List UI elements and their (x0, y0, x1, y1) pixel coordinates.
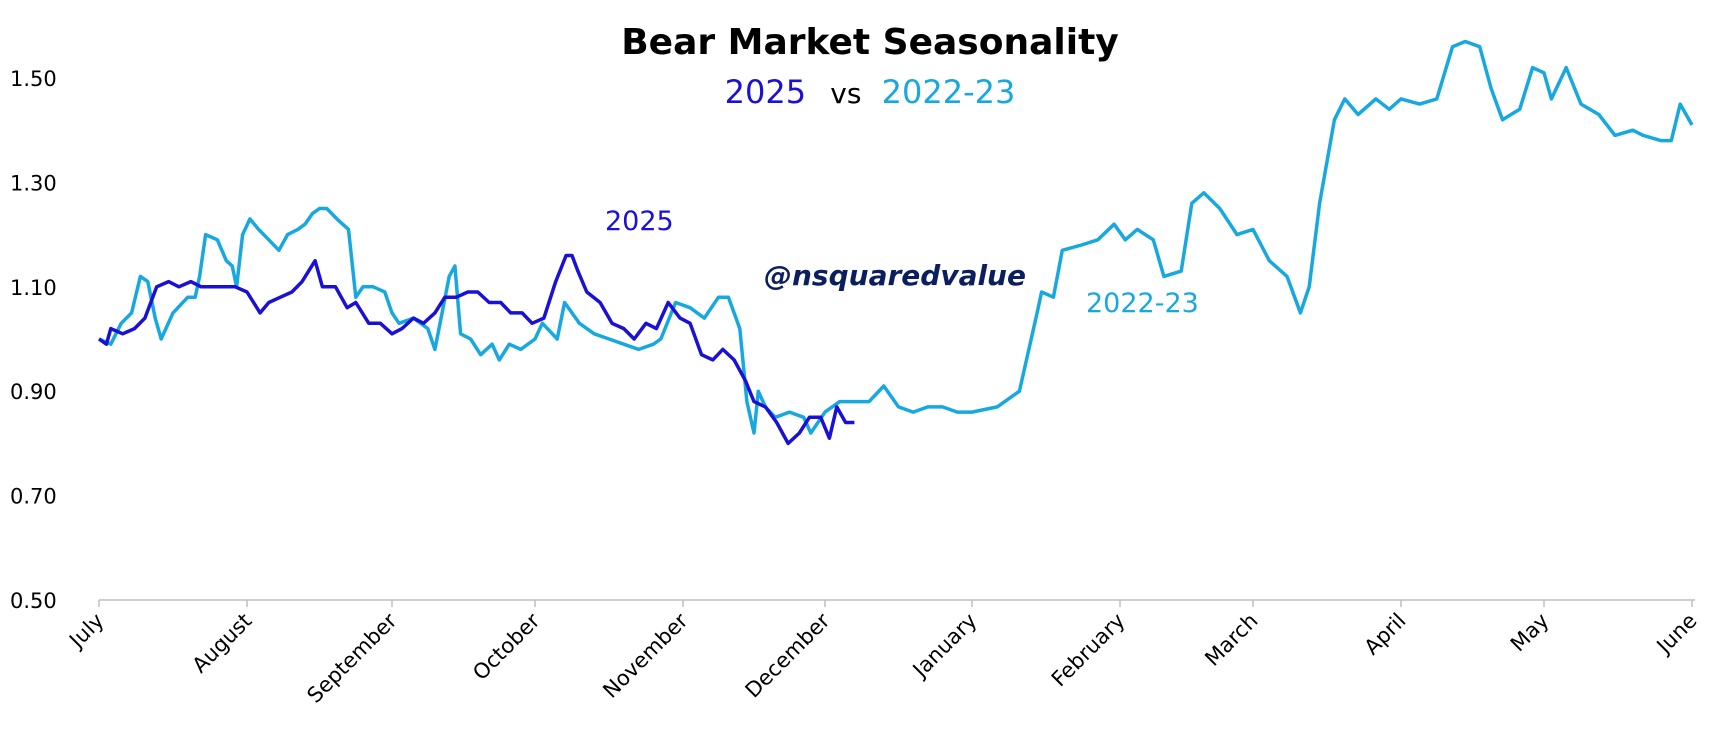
x-tick-label: June (1651, 609, 1702, 660)
x-tick-label: August (188, 609, 257, 678)
subtitle-vs: vs (830, 77, 861, 110)
x-tick-label: May (1506, 609, 1554, 657)
y-tick-label: 0.50 (10, 589, 57, 613)
chart-title: Bear Market Seasonality (621, 22, 1119, 63)
watermark: @nsquaredvalue (764, 259, 1026, 292)
x-tick-label: February (1047, 609, 1130, 692)
series-lines (97, 39, 1694, 446)
y-tick-label: 1.30 (10, 171, 57, 195)
annotation-2025: 2025 (605, 206, 674, 237)
x-tick-label: April (1360, 609, 1411, 660)
chart-subtitle: 2025 vs 2022-23 (725, 73, 1016, 111)
y-tick-label: 1.50 (10, 67, 57, 91)
y-tick-label: 1.10 (10, 276, 57, 300)
subtitle-2022-23: 2022-23 (882, 73, 1016, 111)
subtitle-2025: 2025 (725, 73, 806, 111)
x-tick-label: March (1200, 609, 1262, 671)
x-tick-label: January (907, 609, 982, 684)
y-tick-label: 0.90 (10, 380, 57, 404)
annotation-2022-23: 2022-23 (1086, 288, 1199, 319)
x-tick-label: October (468, 608, 545, 685)
axes: 0.50 0.70 0.90 1.10 1.30 1.50 July August Septem… (10, 67, 1702, 708)
x-tick-label: September (302, 608, 401, 707)
series-line-2022-23 (98, 39, 1694, 435)
x-tick-label: November (598, 608, 692, 702)
series-line-2025 (97, 253, 855, 446)
x-tick-label: July (63, 609, 108, 654)
y-tick-label: 0.70 (10, 485, 57, 509)
x-tick-label: December (741, 608, 835, 702)
